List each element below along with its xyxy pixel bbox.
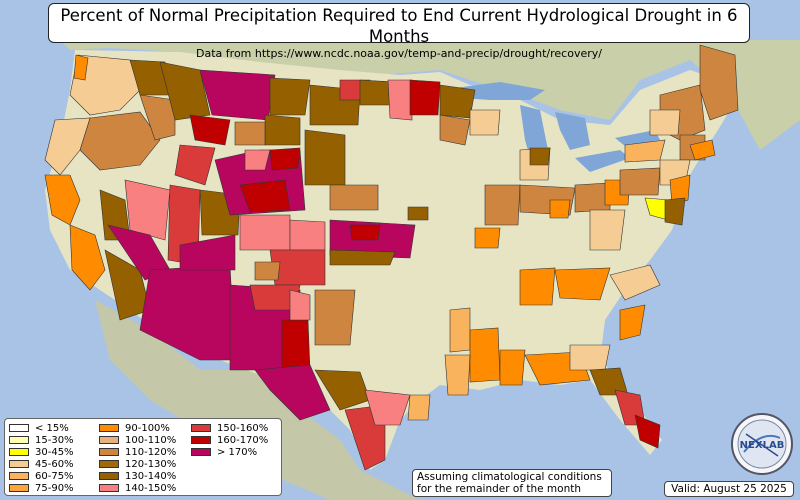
legend-label: 140-150% xyxy=(125,482,177,494)
legend-swatch xyxy=(9,436,29,444)
legend-label: < 15% xyxy=(35,422,69,434)
legend-item: > 170% xyxy=(191,446,287,458)
legend-label: 130-140% xyxy=(125,470,177,482)
legend-swatch xyxy=(191,436,211,444)
legend-swatch xyxy=(191,448,211,456)
legend-item: 45-60% xyxy=(9,458,99,470)
legend-label: 160-170% xyxy=(217,434,269,446)
legend-swatch xyxy=(99,472,119,480)
legend-label: 30-45% xyxy=(35,446,74,458)
legend-item: 75-90% xyxy=(9,482,99,494)
legend-swatch xyxy=(99,436,119,444)
legend-label: 15-30% xyxy=(35,434,74,446)
map-title: Percent of Normal Precipitation Required… xyxy=(60,6,738,46)
logo-text: NEXLAB xyxy=(740,440,785,451)
note-line-1: Assuming climatological conditions xyxy=(417,471,602,483)
legend: < 15% 15-30% 30-45% 45-60% 60-75% 75-90% 90-10… xyxy=(4,418,282,496)
legend-swatch xyxy=(9,424,29,432)
legend-item: 160-170% xyxy=(191,434,287,446)
legend-label: 90-100% xyxy=(125,422,170,434)
legend-label: 75-90% xyxy=(35,482,74,494)
legend-swatch xyxy=(99,460,119,468)
legend-swatch xyxy=(191,424,211,432)
legend-label: 45-60% xyxy=(35,458,74,470)
valid-date: Valid: August 25 2025 xyxy=(664,481,794,497)
map-subtitle: Data from https://www.ncdc.noaa.gov/temp… xyxy=(196,47,602,60)
legend-item: 120-130% xyxy=(99,458,191,470)
legend-item: 60-75% xyxy=(9,470,99,482)
legend-swatch xyxy=(99,448,119,456)
legend-label: 150-160% xyxy=(217,422,269,434)
legend-item: 150-160% xyxy=(191,422,287,434)
legend-label: 100-110% xyxy=(125,434,177,446)
mexico-land xyxy=(95,300,420,500)
legend-label: 120-130% xyxy=(125,458,177,470)
legend-swatch xyxy=(9,460,29,468)
legend-item: 30-45% xyxy=(9,446,99,458)
legend-swatch xyxy=(99,424,119,432)
legend-item: 100-110% xyxy=(99,434,191,446)
legend-item: 140-150% xyxy=(99,482,191,494)
legend-label: 110-120% xyxy=(125,446,177,458)
nexlab-logo: NEXLAB xyxy=(731,413,793,475)
legend-label: > 170% xyxy=(217,446,258,458)
legend-item: < 15% xyxy=(9,422,99,434)
note-line-2: for the remainder of the month xyxy=(417,483,582,495)
assumption-note: Assuming climatological conditions for t… xyxy=(412,469,612,497)
legend-swatch xyxy=(99,484,119,492)
legend-swatch xyxy=(9,448,29,456)
canada-land xyxy=(60,40,800,150)
legend-item: 90-100% xyxy=(99,422,191,434)
legend-swatch xyxy=(9,484,29,492)
legend-item: 130-140% xyxy=(99,470,191,482)
legend-label: 60-75% xyxy=(35,470,74,482)
legend-item: 110-120% xyxy=(99,446,191,458)
title-box: Percent of Normal Precipitation Required… xyxy=(48,3,750,60)
legend-swatch xyxy=(9,472,29,480)
legend-item: 15-30% xyxy=(9,434,99,446)
great-lakes xyxy=(455,82,660,175)
drought-regions xyxy=(44,44,739,471)
